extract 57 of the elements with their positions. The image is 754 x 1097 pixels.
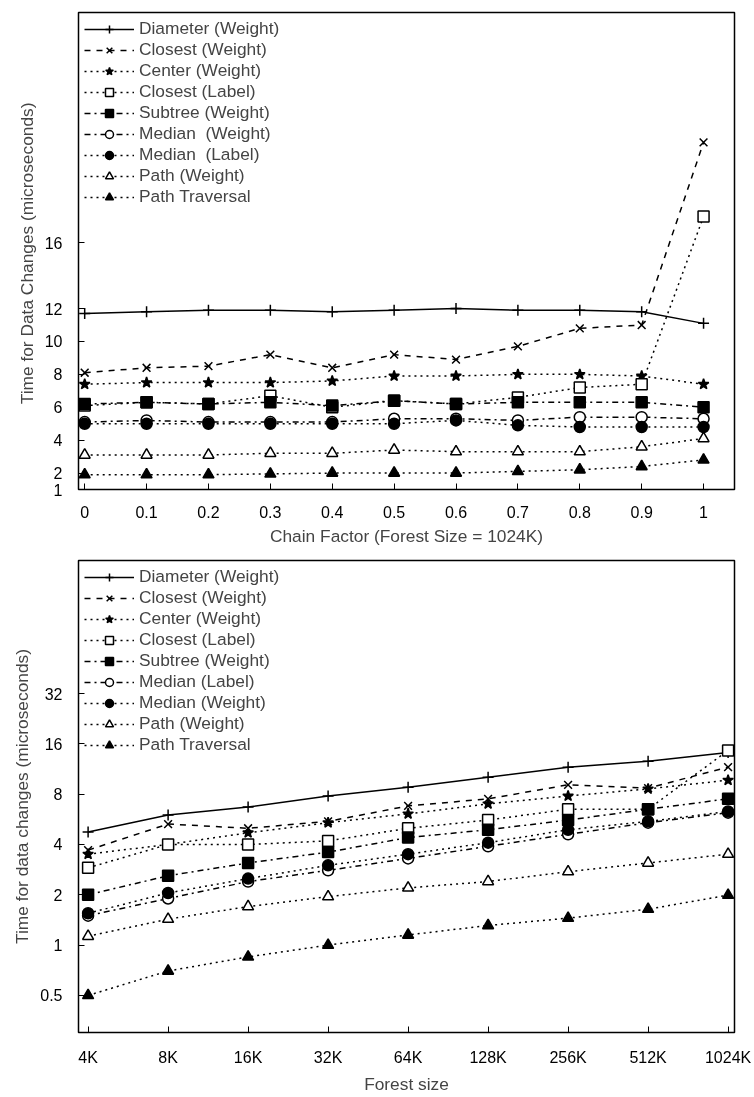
x-tick-label: 64K xyxy=(393,1048,423,1066)
x-tick-label: 128K xyxy=(469,1048,508,1066)
legend-label: Subtree (Weight) xyxy=(139,102,270,123)
y-tick-label: 16 xyxy=(44,735,63,753)
x-tick-label: 0 xyxy=(80,503,90,521)
legend-label: Median (Weight) xyxy=(139,692,266,713)
legend-label: Path (Weight) xyxy=(139,713,245,734)
legend-label: Closest (Weight) xyxy=(139,39,267,60)
y-tick-label: 16 xyxy=(44,234,63,252)
legend-label: Diameter (Weight) xyxy=(139,566,280,587)
x-tick-label: 0.8 xyxy=(568,503,592,521)
legend-label: Path (Weight) xyxy=(139,165,245,186)
x-tick-label: 1024K xyxy=(704,1048,752,1066)
x-tick-label: 4K xyxy=(78,1048,99,1066)
x-tick-label: 512K xyxy=(629,1048,668,1066)
legend-label: Diameter (Weight) xyxy=(139,18,280,39)
legend-label: Median (Label) xyxy=(139,671,255,692)
y-axis-title: Time for Data Changes (microseconds) xyxy=(16,102,37,405)
legend-label: Median (Weight) xyxy=(139,123,271,144)
x-axis-title: Chain Factor (Forest Size = 1024K) xyxy=(269,525,544,546)
y-tick-label: 1 xyxy=(53,481,63,499)
y-axis-title: Time for data changes (microseconds) xyxy=(12,648,33,945)
x-tick-label: 0.1 xyxy=(135,503,158,521)
legend-label: Path Traversal xyxy=(139,734,251,755)
x-tick-label: 0.9 xyxy=(630,503,653,521)
x-tick-label: 0.2 xyxy=(197,503,220,521)
x-tick-label: 0.3 xyxy=(259,503,282,521)
x-axis-title: Forest size xyxy=(364,1073,449,1094)
legend-label: Center (Weight) xyxy=(139,60,261,81)
x-tick-label: 0.6 xyxy=(444,503,468,521)
legend-label: Closest (Label) xyxy=(139,629,256,650)
y-tick-label: 8 xyxy=(53,786,63,804)
x-tick-label: 0.4 xyxy=(321,503,344,521)
y-tick-label: 32 xyxy=(44,685,63,703)
y-tick-label: 12 xyxy=(44,300,63,318)
y-tick-label: 8 xyxy=(53,366,63,384)
legend-label: Closest (Label) xyxy=(139,81,256,102)
x-tick-label: 1 xyxy=(699,503,709,521)
legend-label: Median (Label) xyxy=(139,144,260,165)
legend-label: Center (Weight) xyxy=(139,608,261,629)
y-tick-label: 1 xyxy=(53,937,63,955)
y-tick-label: 4 xyxy=(53,432,63,450)
y-tick-label: 10 xyxy=(44,333,63,351)
y-tick-label: 0.5 xyxy=(40,987,63,1005)
y-tick-label: 6 xyxy=(53,399,63,417)
x-tick-label: 8K xyxy=(158,1048,179,1066)
y-tick-label: 4 xyxy=(53,836,63,854)
x-tick-label: 0.7 xyxy=(506,503,530,521)
x-tick-label: 32K xyxy=(313,1048,343,1066)
y-tick-label: 2 xyxy=(53,886,63,904)
legend-label: Path Traversal xyxy=(139,186,251,207)
x-tick-label: 0.5 xyxy=(383,503,406,521)
y-tick-label: 2 xyxy=(53,465,63,483)
legend-label: Subtree (Weight) xyxy=(139,650,270,671)
legend-label: Closest (Weight) xyxy=(139,587,267,608)
x-tick-label: 256K xyxy=(549,1048,588,1066)
x-tick-label: 16K xyxy=(233,1048,263,1066)
